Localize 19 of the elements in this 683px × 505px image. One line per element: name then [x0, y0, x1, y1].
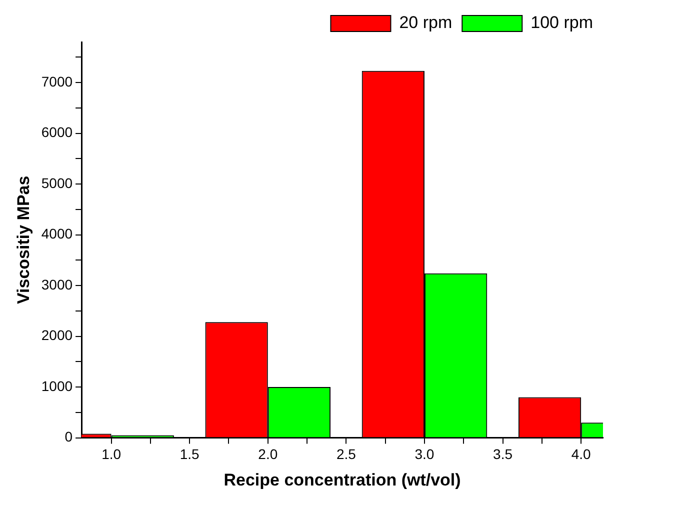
- x-axis-title: Recipe concentration (wt/vol): [224, 470, 461, 490]
- x-tick-label: 1.5: [180, 446, 200, 462]
- y-tick-label: 4000: [41, 226, 73, 242]
- y-axis-title: Viscositiy MPas: [14, 176, 33, 304]
- x-tick-label: 3.5: [493, 446, 513, 462]
- legend-label: 100 rpm: [530, 13, 594, 32]
- x-tick-label: 4.0: [571, 446, 592, 462]
- y-tick-label: 5000: [41, 174, 73, 191]
- y-tick-label: 1000: [41, 378, 73, 394]
- y-tick-label: 0: [64, 428, 73, 445]
- legend-label: 20 rpm: [399, 13, 452, 32]
- y-tick-label: 7000: [41, 73, 73, 90]
- y-tick-label: 3000: [41, 276, 73, 292]
- x-tick-label: 1.0: [102, 446, 122, 462]
- x-tick-label: 2.0: [258, 446, 278, 462]
- y-tick-label: 2000: [41, 327, 73, 344]
- y-tick-label: 6000: [41, 124, 73, 140]
- x-tick-label: 2.5: [336, 446, 356, 462]
- x-tick-label: 3.0: [414, 446, 434, 462]
